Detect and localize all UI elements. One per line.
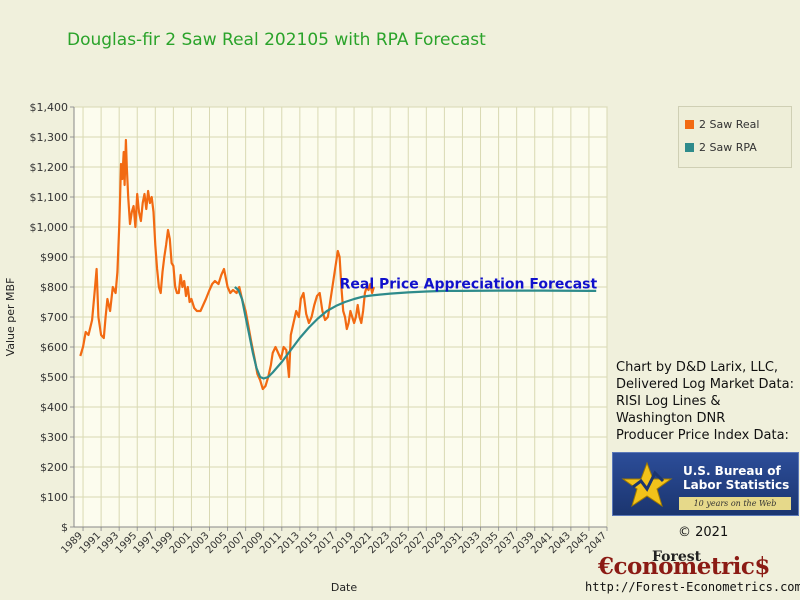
y-tick-label: $1,400 <box>30 101 69 114</box>
star-icon <box>621 461 673 508</box>
bls-logo-line1: U.S. Bureau of <box>683 464 781 478</box>
series-line-2-saw-real <box>79 138 375 391</box>
y-tick-label: $400 <box>40 401 68 414</box>
legend-item-2-saw-real: 2 Saw Real <box>685 118 759 131</box>
series-group <box>79 138 597 391</box>
legend-swatch-2-saw-rpa <box>685 143 694 152</box>
y-tick-label: $300 <box>40 431 68 444</box>
chart-title: Douglas-fir 2 Saw Real 202105 with RPA F… <box>67 30 486 50</box>
credit-line: Chart by D&D Larix, LLC, <box>616 360 779 375</box>
y-tick-label: $1,300 <box>30 131 69 144</box>
brand-url[interactable]: http://Forest-Econometrics.com/ <box>585 580 800 594</box>
credit-line: Washington DNR <box>616 411 726 426</box>
brand-logo: €conometric$ <box>598 553 770 580</box>
y-tick-label: $800 <box>40 281 68 294</box>
credit-line: RISI Log Lines & <box>616 394 721 409</box>
legend-item-2-saw-rpa: 2 Saw RPA <box>685 141 757 154</box>
y-tick-label: $500 <box>40 371 68 384</box>
credit-line: Delivered Log Market Data: <box>616 377 794 392</box>
forecast-annotation: Real Price Appreciation Forecast <box>340 277 598 293</box>
y-tick-label: $1,100 <box>30 191 69 204</box>
y-tick-label: $600 <box>40 341 68 354</box>
bls-logo-banner: 10 years on the Web <box>679 497 791 510</box>
y-tick-label: $700 <box>40 311 68 324</box>
credit-line: Producer Price Index Data: <box>616 428 789 443</box>
bls-logo: U.S. Bureau of Labor Statistics 10 years… <box>612 452 799 516</box>
brand-forest: Forest <box>652 549 702 565</box>
x-axis-label: Date <box>331 581 358 594</box>
y-tick-label: $900 <box>40 251 68 264</box>
legend-swatch-2-saw-real <box>685 120 694 129</box>
y-tick-label: $1,000 <box>30 221 69 234</box>
legend-label-2-saw-rpa: 2 Saw RPA <box>699 141 757 154</box>
series-line-2-saw-rpa <box>234 286 597 380</box>
chart-legend: 2 Saw Real 2 Saw RPA <box>678 106 792 168</box>
y-tick-label: $100 <box>40 491 68 504</box>
grid <box>74 106 608 528</box>
chart-credits: Chart by D&D Larix, LLC, Delivered Log M… <box>616 359 800 444</box>
copyright: © 2021 <box>678 525 729 540</box>
y-tick-label: $ <box>61 521 68 534</box>
y-tick-label: $1,200 <box>30 161 69 174</box>
bls-logo-line2: Labor Statistics <box>683 478 790 492</box>
y-axis-label: Value per MBF <box>4 278 17 357</box>
y-tick-label: $200 <box>40 461 68 474</box>
legend-label-2-saw-real: 2 Saw Real <box>699 118 760 131</box>
axes <box>70 106 608 531</box>
